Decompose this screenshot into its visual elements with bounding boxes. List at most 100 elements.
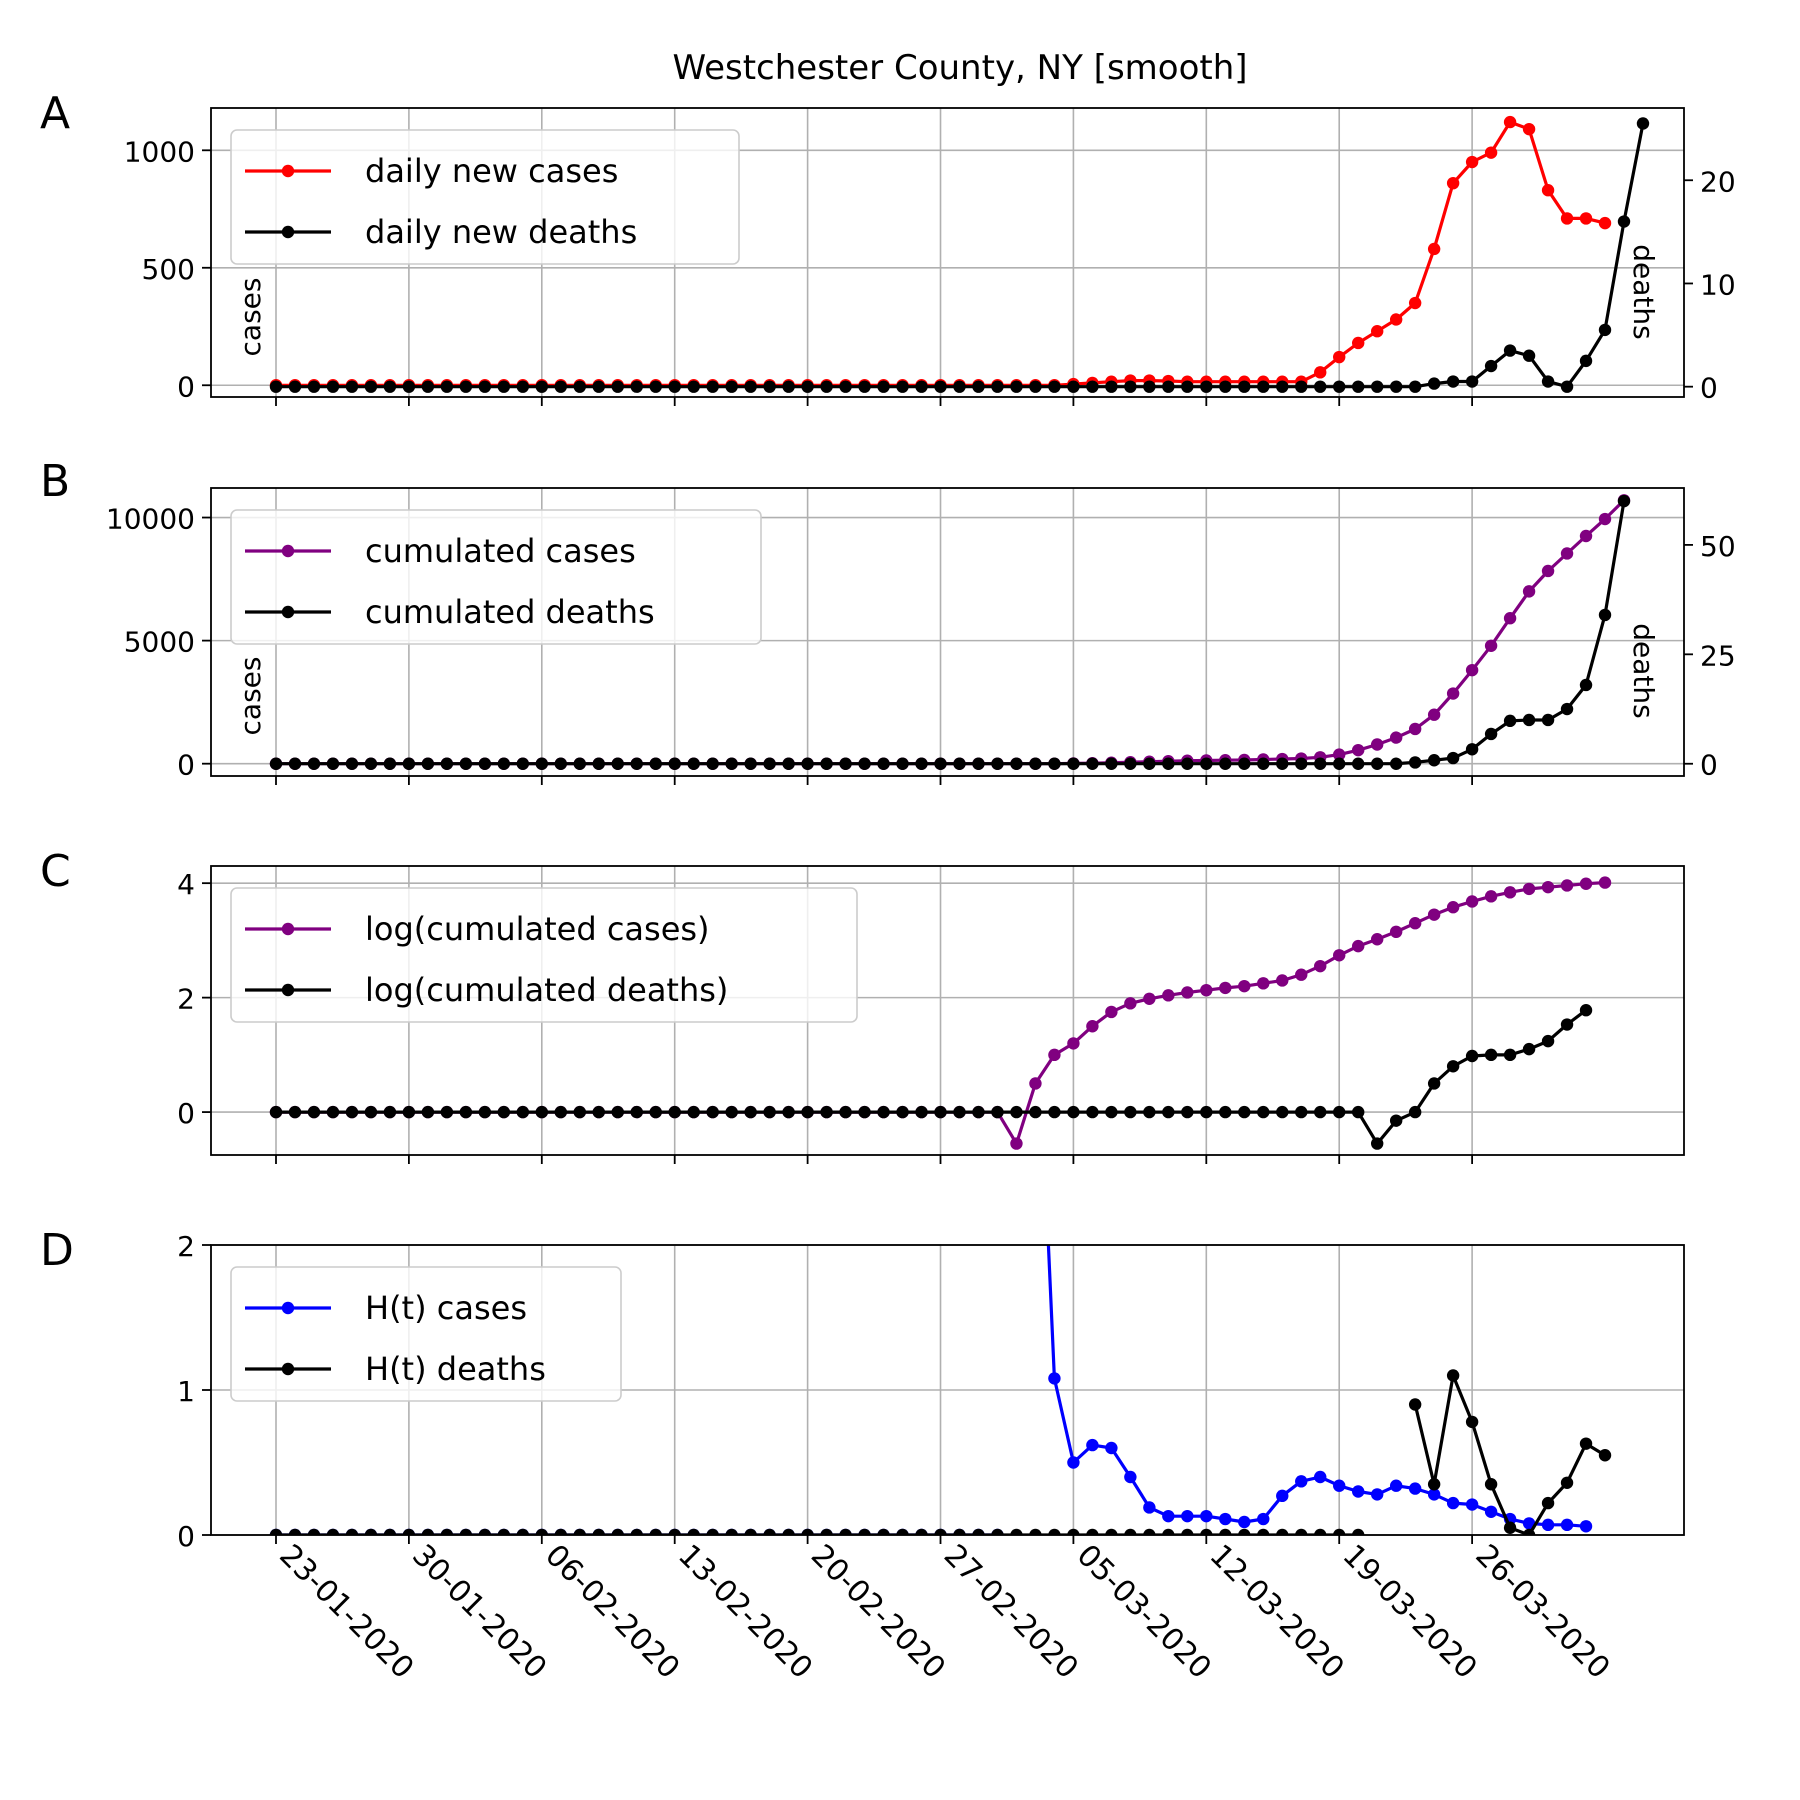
data-point: [630, 1105, 643, 1119]
data-point: [1484, 890, 1498, 903]
data-point: [1598, 216, 1612, 230]
data-point: [1105, 1528, 1118, 1535]
data-point: [1351, 1105, 1365, 1119]
legend-marker: [281, 922, 295, 936]
data-point: [383, 1528, 397, 1535]
data-point: [934, 1105, 947, 1119]
data-point: [402, 380, 416, 393]
data-point: [1389, 925, 1403, 939]
data-point: [1162, 757, 1175, 770]
data-point: [1295, 757, 1308, 770]
data-point: [1314, 959, 1327, 973]
data-point: [1522, 713, 1536, 727]
data-point: [1314, 1528, 1327, 1535]
data-point: [516, 757, 530, 770]
data-point: [1541, 1034, 1555, 1048]
data-point: [972, 1105, 985, 1119]
y-axis-label-right: deaths: [1627, 623, 1660, 718]
legend-box: [230, 129, 740, 265]
data-point: [1295, 1475, 1308, 1488]
y-tick-label: 0: [177, 749, 195, 782]
data-point: [1200, 1528, 1213, 1535]
legend-box: [230, 509, 762, 645]
y-tick-label-right: 10: [1700, 268, 1736, 301]
data-point: [858, 380, 871, 393]
data-point: [1560, 1018, 1574, 1031]
data-point: [307, 1105, 321, 1119]
y-tick-label: 10000: [106, 503, 195, 536]
data-point: [1484, 1478, 1498, 1491]
data-point: [839, 1528, 852, 1535]
y-tick-label-right: 50: [1700, 530, 1736, 563]
y-tick-label: 0: [177, 370, 195, 403]
panel-D: 0 1 2 D H(t) cases H(t) deaths: [40, 949, 1685, 1553]
data-point: [1276, 757, 1289, 770]
data-point: [1086, 757, 1099, 770]
data-point: [1427, 377, 1441, 390]
legend-entry: H(t) deaths: [365, 1350, 546, 1388]
data-point: [1143, 380, 1156, 393]
data-point: [1465, 1498, 1479, 1511]
data-point: [459, 380, 473, 393]
plot-frame: [210, 487, 1685, 777]
data-point: [592, 1528, 605, 1535]
data-point: [1029, 949, 1041, 961]
data-point: [820, 757, 833, 770]
data-point: [1465, 1049, 1479, 1063]
data-point: [1143, 1501, 1156, 1514]
data-point: [649, 757, 662, 770]
data-point: [288, 1105, 302, 1119]
data-point: [478, 380, 492, 393]
legend-box: [230, 887, 858, 1023]
data-point: [535, 380, 549, 393]
data-point: [1238, 1105, 1251, 1119]
data-point: [1162, 1105, 1175, 1119]
data-point: [497, 1105, 511, 1119]
data-point: [1617, 215, 1631, 228]
data-point: [1427, 708, 1441, 721]
data-point: [1010, 380, 1023, 393]
data-point: [744, 757, 757, 770]
data-point: [364, 380, 378, 393]
data-point: [1598, 512, 1612, 526]
data-point: [1484, 727, 1498, 741]
data-point: [1408, 1398, 1422, 1411]
data-point: [877, 757, 890, 770]
data-point: [1541, 564, 1555, 578]
data-point: [1446, 1369, 1460, 1382]
data-point: [877, 380, 890, 393]
legend-entry: log(cumulated deaths): [365, 971, 728, 1009]
data-point: [782, 1528, 795, 1535]
data-point: [1219, 757, 1232, 770]
y-tick-label: 4: [177, 868, 195, 901]
data-point: [839, 380, 852, 393]
data-point: [668, 1528, 681, 1535]
data-point: [478, 1528, 492, 1535]
data-point: [611, 1105, 624, 1119]
data-point: [1446, 687, 1460, 700]
y-tick-label: 1: [177, 1375, 195, 1408]
data-point: [1200, 380, 1213, 393]
data-point: [478, 1105, 492, 1119]
data-point: [1295, 968, 1308, 981]
data-point: [383, 1105, 397, 1119]
data-point: [1010, 1137, 1023, 1150]
data-point: [668, 380, 681, 393]
series-B-1: [269, 494, 1631, 770]
data-point: [1446, 1060, 1460, 1073]
data-point: [1579, 529, 1593, 543]
data-point: [972, 757, 985, 770]
data-point: [1560, 1518, 1574, 1532]
data-point: [839, 1105, 852, 1119]
data-point: [1427, 242, 1441, 256]
data-point: [364, 1105, 378, 1119]
data-point: [1484, 146, 1498, 159]
data-point: [763, 1528, 776, 1535]
data-point: [744, 380, 757, 393]
data-point: [611, 1528, 624, 1535]
data-point: [1219, 981, 1232, 995]
data-point: [1181, 1509, 1194, 1523]
